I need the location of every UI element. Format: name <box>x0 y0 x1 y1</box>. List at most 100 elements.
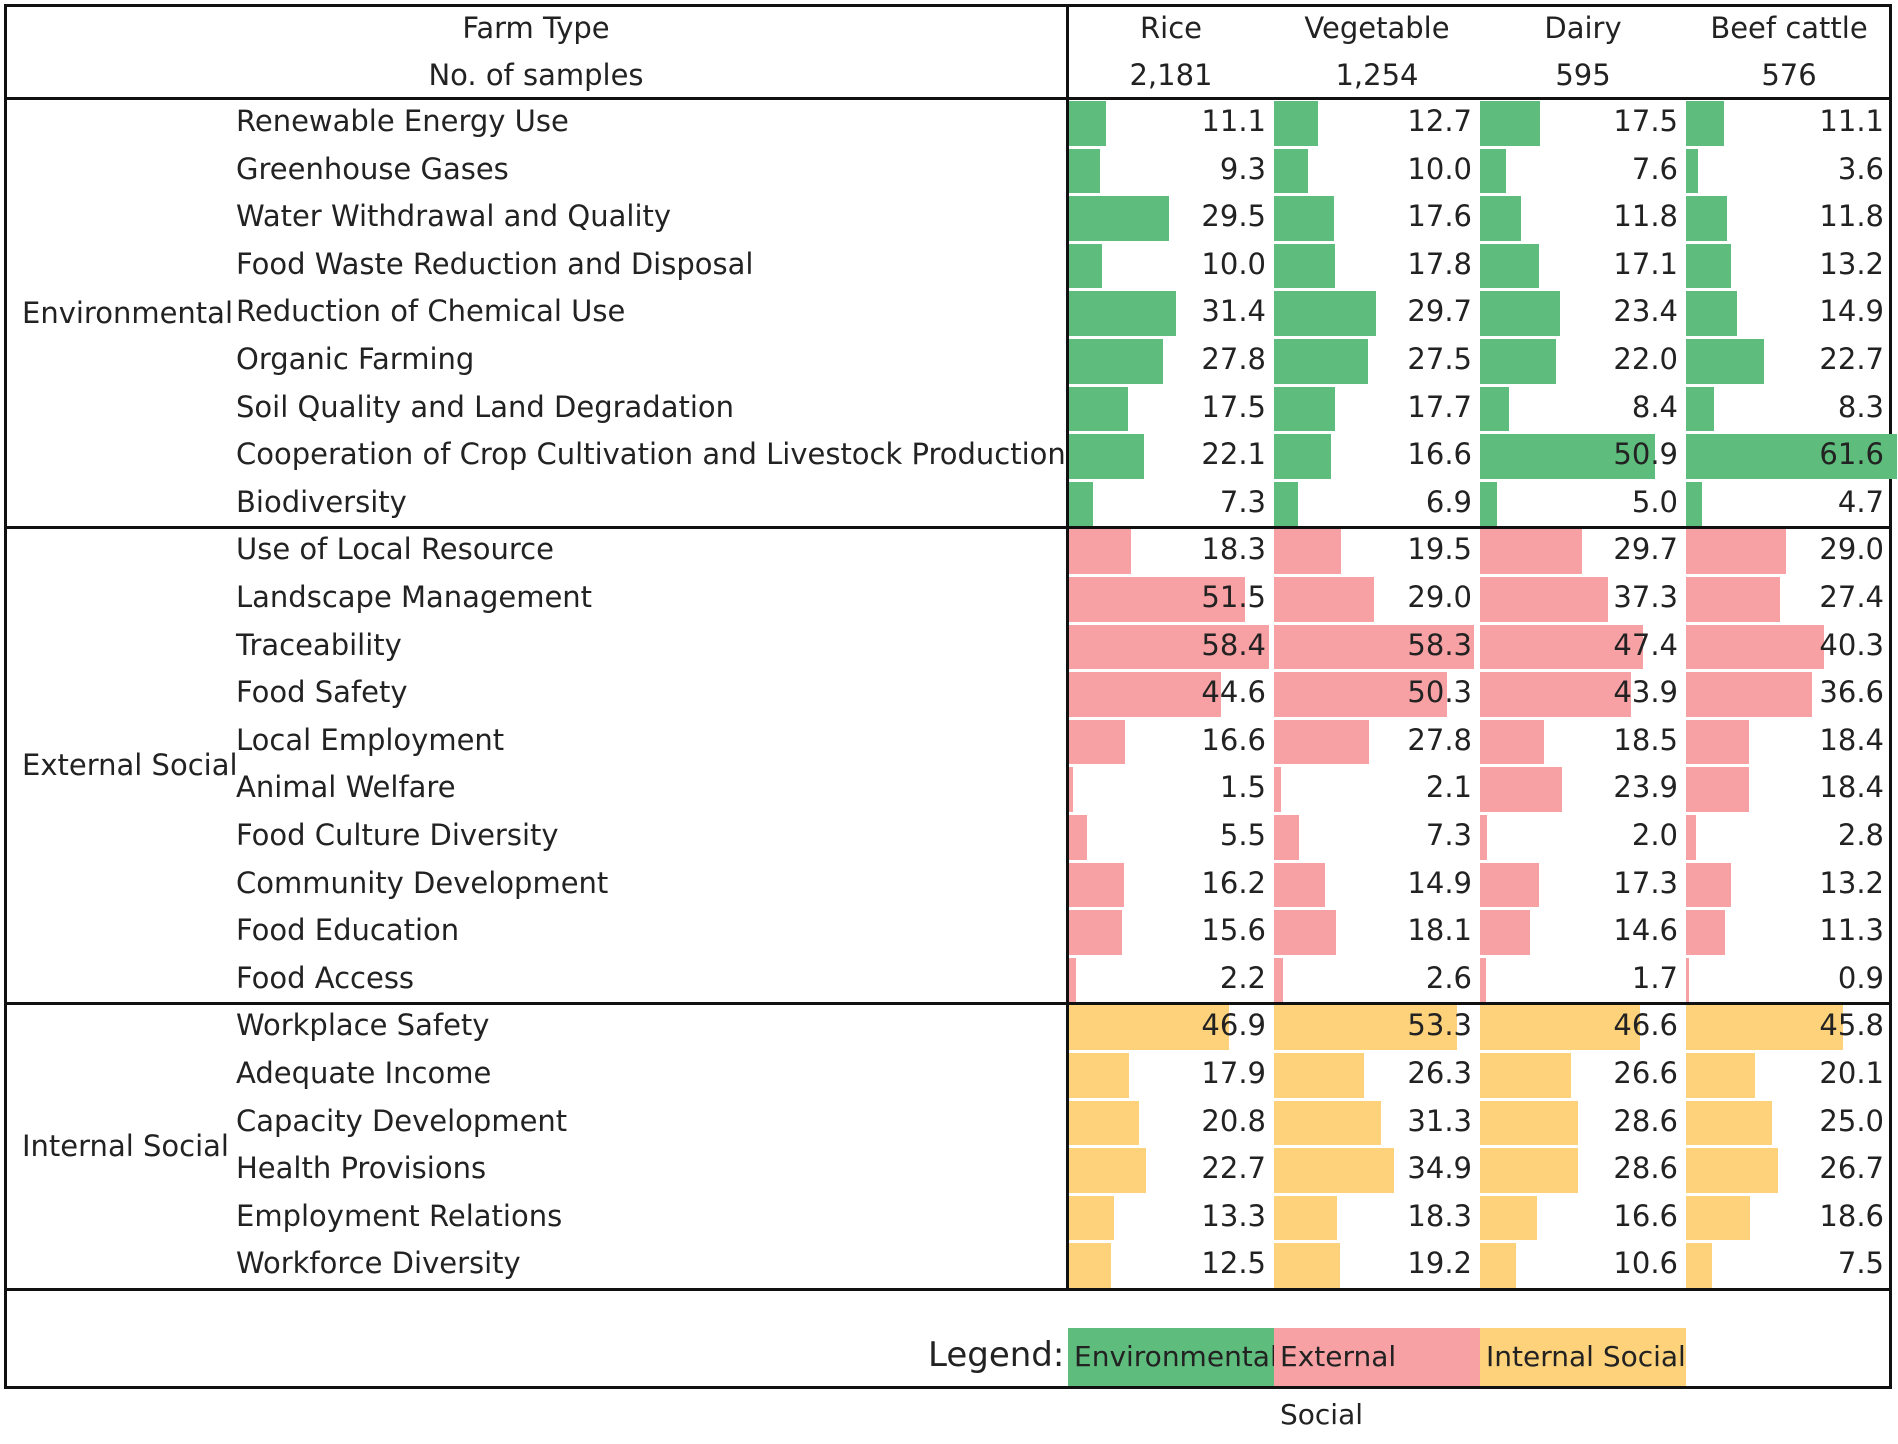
data-label: 15.6 <box>1201 913 1266 948</box>
data-bar <box>1068 196 1170 241</box>
data-bar <box>1480 101 1541 146</box>
data-bar <box>1274 910 1337 955</box>
data-label: 20.1 <box>1819 1056 1884 1090</box>
data-label: 58.3 <box>1407 627 1472 662</box>
data-bar <box>1274 243 1336 289</box>
data-bar <box>1686 1148 1778 1193</box>
data-label: 27.5 <box>1407 342 1472 376</box>
data-bar <box>1068 386 1129 432</box>
legend-title: Legend: <box>928 1335 1065 1375</box>
row-label: Local Employment <box>236 722 505 757</box>
data-label: 9.3 <box>1219 151 1266 186</box>
data-label: 36.6 <box>1819 675 1884 710</box>
data-label: 4.7 <box>1837 484 1884 519</box>
data-label: 46.9 <box>1201 1008 1266 1043</box>
data-label: 17.5 <box>1613 104 1678 138</box>
data-label: 16.6 <box>1407 437 1472 472</box>
data-label: 6.9 <box>1425 484 1472 519</box>
row-label: Adequate Income <box>236 1056 492 1090</box>
data-label: 7.6 <box>1631 151 1678 186</box>
data-bar <box>1480 291 1561 336</box>
data-bar <box>1686 862 1732 908</box>
data-label: 28.6 <box>1613 1103 1678 1138</box>
data-label: 58.4 <box>1201 627 1266 662</box>
data-bar <box>1480 624 1643 670</box>
data-label: 14.6 <box>1613 913 1678 948</box>
category-label-environmental: Environmental <box>22 296 234 331</box>
group-divider <box>4 1288 1892 1291</box>
data-bar <box>1686 196 1727 241</box>
data-label: 12.5 <box>1201 1246 1266 1281</box>
data-label: 8.4 <box>1631 389 1678 424</box>
data-label: 10.0 <box>1407 151 1472 186</box>
row-label: Employment Relations <box>236 1198 563 1233</box>
data-bar <box>1480 196 1521 241</box>
column-header-rice: Rice <box>1140 11 1202 45</box>
data-label: 3.6 <box>1837 151 1884 186</box>
data-label: 40.3 <box>1819 627 1884 662</box>
data-bar <box>1480 434 1655 479</box>
data-label: 0.9 <box>1837 960 1884 995</box>
data-label: 44.6 <box>1201 675 1266 710</box>
data-label: 18.3 <box>1201 532 1266 567</box>
data-bar <box>1480 1148 1579 1193</box>
data-bar <box>1480 386 1509 432</box>
column-samples: 576 <box>1761 58 1817 92</box>
data-bar <box>1068 910 1122 955</box>
data-bar <box>1068 815 1087 860</box>
category-label-internal-social: Internal Social <box>22 1129 229 1164</box>
data-bar <box>1274 1243 1340 1288</box>
row-label: Animal Welfare <box>236 770 456 805</box>
data-label: 13.3 <box>1201 1198 1266 1233</box>
data-bar <box>1686 148 1699 194</box>
data-label: 2.2 <box>1219 960 1266 995</box>
data-label: 16.6 <box>1201 722 1266 757</box>
data-label: 34.9 <box>1407 1151 1472 1186</box>
data-bar <box>1274 767 1282 812</box>
data-bar <box>1686 910 1725 955</box>
data-label: 10.6 <box>1613 1246 1678 1281</box>
data-label: 17.7 <box>1407 389 1472 424</box>
data-bar <box>1480 481 1498 527</box>
column-header-vegetable: Vegetable <box>1304 11 1450 45</box>
data-bar <box>1274 624 1475 670</box>
data-bar <box>1686 481 1703 527</box>
row-label: Traceability <box>236 627 402 662</box>
row-label: Community Development <box>236 865 609 900</box>
data-label: 17.3 <box>1613 865 1678 900</box>
data-bar <box>1274 719 1370 765</box>
data-label: 17.5 <box>1201 389 1266 424</box>
data-label: 29.0 <box>1819 532 1884 567</box>
data-bar <box>1274 196 1335 241</box>
data-bar <box>1686 719 1750 765</box>
data-bar <box>1686 386 1715 432</box>
column-samples: 2,181 <box>1129 58 1213 92</box>
row-label: Organic Farming <box>236 342 475 376</box>
data-label: 27.8 <box>1407 722 1472 757</box>
data-bar <box>1686 577 1781 622</box>
data-label: 25.0 <box>1819 1103 1884 1138</box>
data-bar <box>1274 1005 1457 1050</box>
header-divider <box>4 97 1892 100</box>
data-label: 16.2 <box>1201 865 1266 900</box>
data-bar <box>1480 1195 1537 1241</box>
data-bar <box>1686 815 1696 860</box>
data-label: 2.6 <box>1425 960 1472 995</box>
legend-item-external-social: External Social <box>1274 1328 1480 1431</box>
legend-item-environmental: Environmental <box>1068 1328 1278 1386</box>
data-bar <box>1686 624 1825 670</box>
data-label: 14.9 <box>1819 294 1884 329</box>
data-bar <box>1686 672 1812 717</box>
data-bar <box>1068 481 1094 527</box>
data-label: 29.7 <box>1407 294 1472 329</box>
data-bar <box>1480 719 1544 765</box>
row-label: Renewable Energy Use <box>236 104 569 138</box>
data-bar <box>1068 148 1100 194</box>
data-label: 8.3 <box>1837 389 1884 424</box>
row-label: Soil Quality and Land Degradation <box>236 389 735 424</box>
data-bar <box>1068 1053 1130 1098</box>
data-label: 22.0 <box>1613 342 1678 376</box>
row-label: Workplace Safety <box>236 1008 490 1043</box>
data-label: 29.7 <box>1613 532 1678 567</box>
data-bar <box>1274 577 1374 622</box>
